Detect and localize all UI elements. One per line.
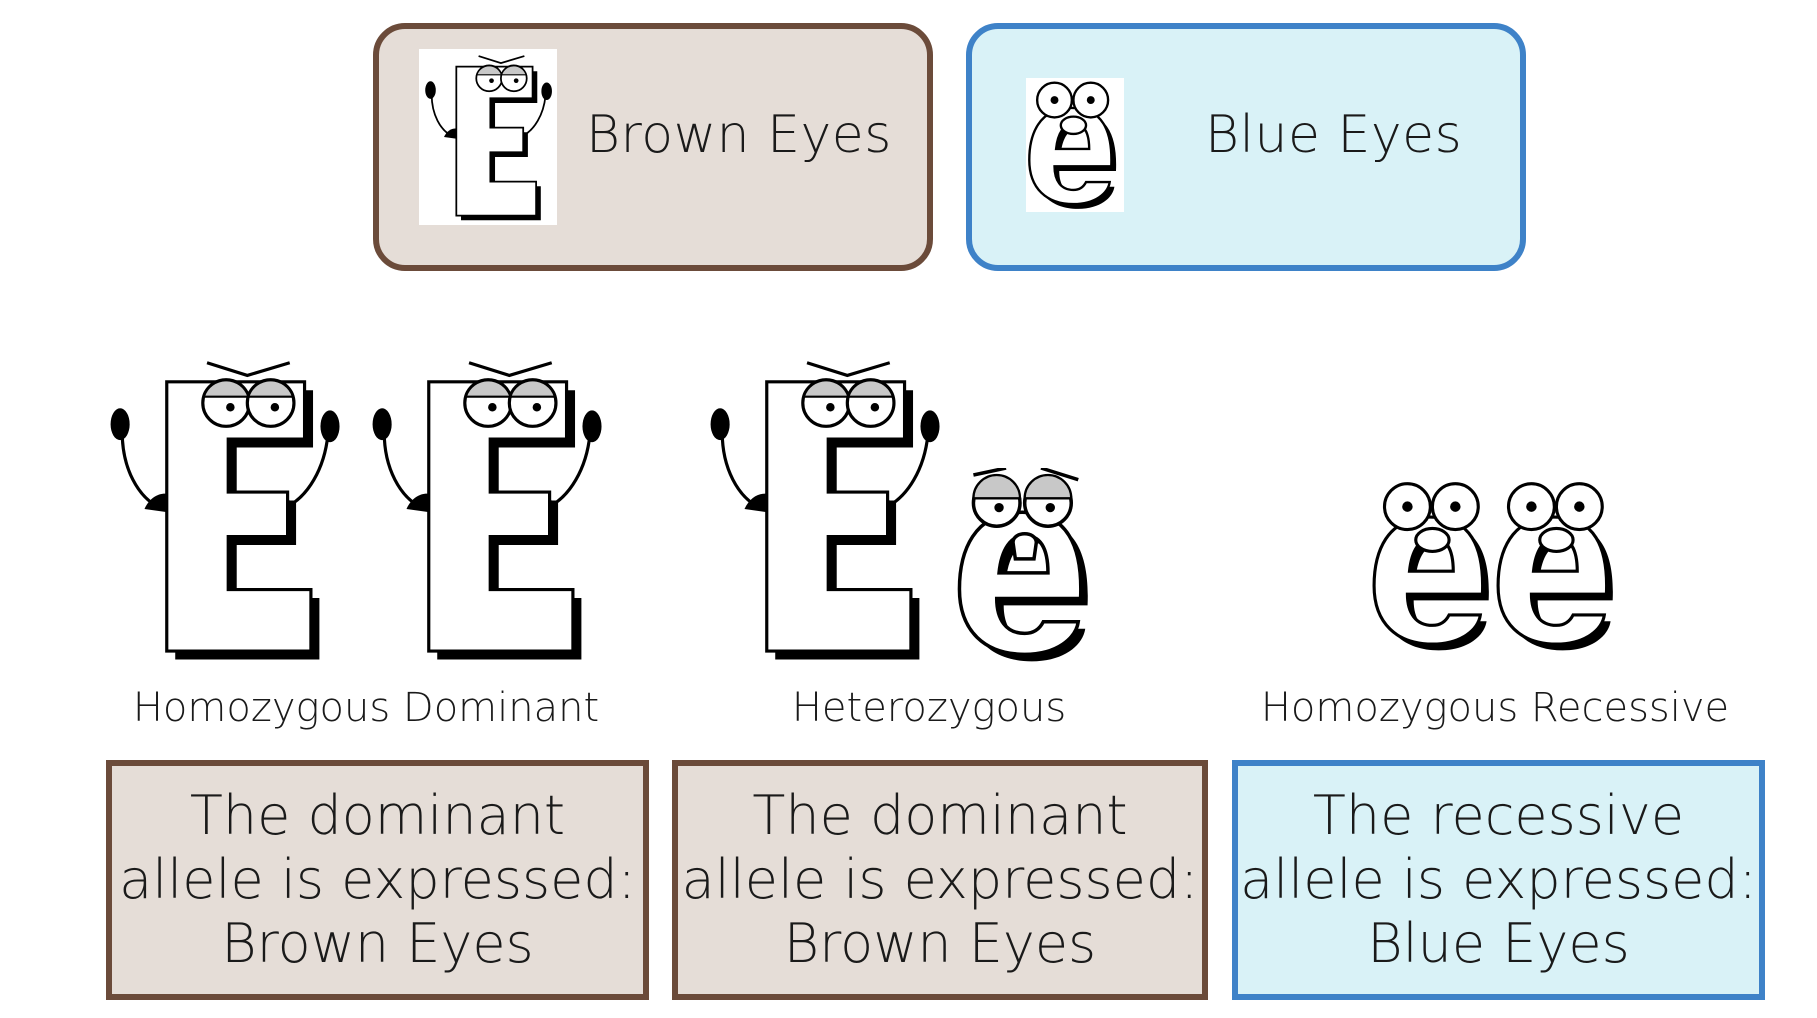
small-e-character-icon (957, 468, 1097, 666)
genotype-label-homozygous-dominant: Homozygous Dominant (132, 685, 600, 731)
result-box-heterozygous: The dominant allele is expressed: Brown … (672, 760, 1208, 1000)
result-line: allele is expressed: (681, 848, 1199, 911)
genotype-label-heterozygous: Heterozygous (791, 685, 1067, 731)
result-line: The recessive (1312, 784, 1685, 847)
small-e-character-icon (1496, 466, 1621, 666)
legend-recessive-blue: Blue Eyes (966, 23, 1526, 271)
result-line: allele is expressed: (119, 848, 636, 911)
small-e-character-icon (1372, 466, 1497, 666)
legend-brown-label: Brown Eyes (586, 105, 892, 165)
homozygous-dominant-characters (104, 350, 624, 670)
heterozygous-characters (704, 350, 1104, 680)
small-e-character-icon (1026, 78, 1124, 212)
big-E-character-icon (366, 350, 606, 668)
legend-dominant-brown: Brown Eyes (373, 23, 933, 271)
big-E-character-icon (104, 350, 344, 668)
result-line: Brown Eyes (783, 912, 1097, 975)
result-box-homozygous-recessive: The recessive allele is expressed: Blue … (1232, 760, 1765, 1000)
result-line: The dominant (752, 784, 1128, 847)
legend-blue-label: Blue Eyes (1205, 105, 1463, 165)
big-E-character-icon (704, 350, 944, 668)
result-line: Blue Eyes (1367, 912, 1630, 975)
genotype-label-homozygous-recessive: Homozygous Recessive (1260, 685, 1730, 731)
result-line: allele is expressed: (1240, 848, 1757, 911)
result-box-homozygous-dominant: The dominant allele is expressed: Brown … (106, 760, 649, 1000)
result-line: Brown Eyes (221, 912, 534, 975)
result-line: The dominant (189, 784, 566, 847)
big-E-character-icon (419, 49, 557, 225)
homozygous-recessive-characters (1372, 466, 1632, 676)
